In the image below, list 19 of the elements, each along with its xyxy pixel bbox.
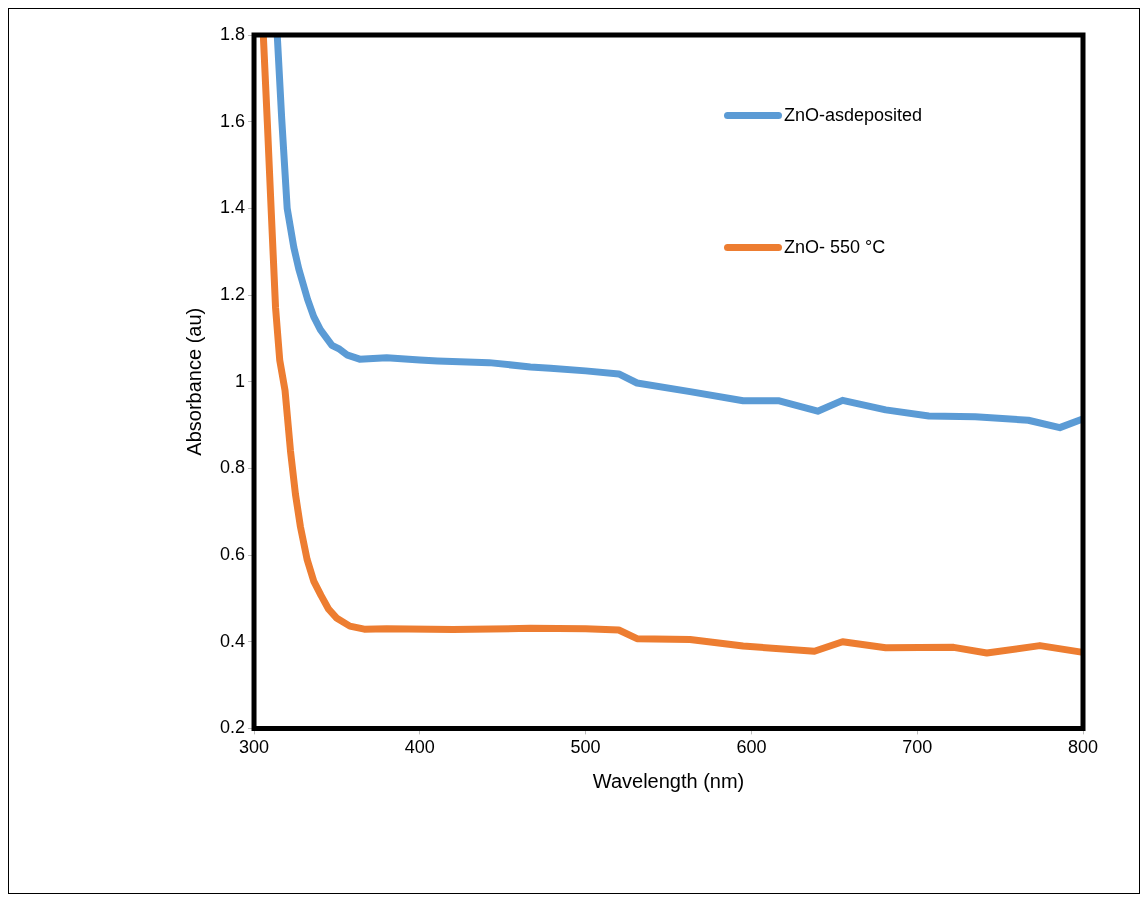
y-tick-label: 1 bbox=[235, 370, 246, 391]
x-tick-label: 600 bbox=[736, 737, 767, 758]
y-tick-label: 1.6 bbox=[219, 110, 246, 131]
legend-label: ZnO- 550 °C bbox=[784, 236, 886, 258]
legend-label: ZnO-asdeposited bbox=[784, 104, 923, 126]
y-tick-label: 0.2 bbox=[219, 717, 246, 738]
x-tick-label: 700 bbox=[902, 737, 933, 758]
y-tick-label: 1.2 bbox=[219, 283, 246, 304]
y-tick-label: 1.4 bbox=[219, 197, 246, 218]
y-tick-label: 0.6 bbox=[219, 544, 246, 565]
y-tick-label: 0.8 bbox=[219, 457, 246, 478]
x-tick-label: 300 bbox=[239, 737, 270, 758]
y-axis-title: Absorbance (au) bbox=[182, 307, 205, 456]
y-tick-label: 0.4 bbox=[219, 630, 246, 651]
y-tick-label: 1.8 bbox=[219, 23, 246, 44]
x-tick-label: 400 bbox=[404, 737, 435, 758]
x-tick-label: 500 bbox=[570, 737, 601, 758]
x-axis-title: Wavelength (nm) bbox=[592, 769, 745, 792]
x-tick-label: 800 bbox=[1067, 737, 1099, 758]
